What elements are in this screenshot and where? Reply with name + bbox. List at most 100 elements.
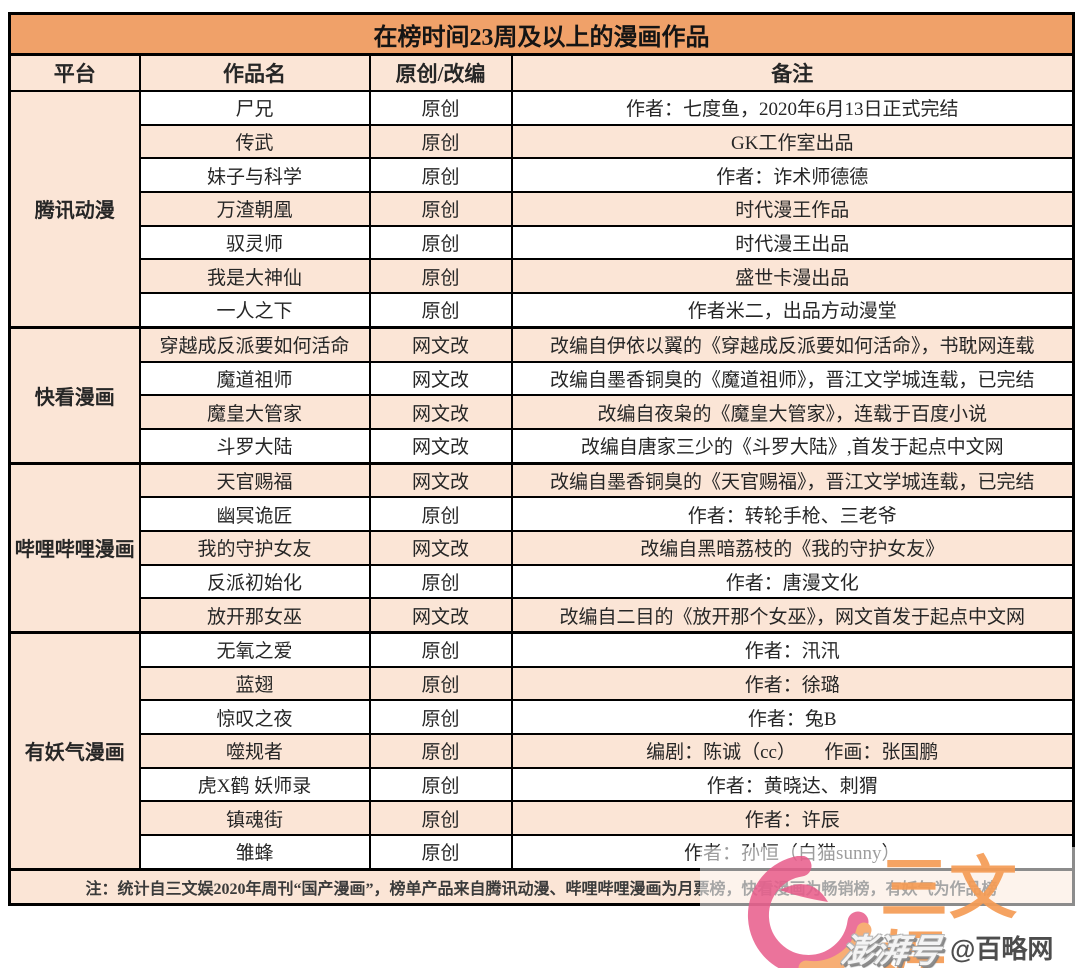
type-cell: 原创 <box>368 224 513 261</box>
table-row: 我的守护女友 网文改 改编自黑暗荔枝的《我的守护女友》 <box>10 529 1075 566</box>
note-cell: 改编自夜枭的《魔皇大管家》，连载于百度小说 <box>510 394 1075 430</box>
work-cell: 反派初始化 <box>138 563 371 600</box>
type-cell: 原创 <box>368 191 513 227</box>
table-row: 一人之下 原创 作者米二，出品方动漫堂 <box>10 292 1075 329</box>
table-row: 妹子与科学 原创 作者：诈术师德德 <box>10 157 1075 194</box>
platform-cell: 哔哩哔哩漫画 <box>8 461 141 634</box>
type-cell: 原创 <box>368 733 513 769</box>
header-row: 平台 作品名 原创/改编 备注 <box>8 53 1075 92</box>
note-cell: 盛世卡漫出品 <box>510 258 1075 295</box>
work-cell: 无氧之爱 <box>138 630 371 668</box>
table-row: 万渣朝凰 原创 时代漫王作品 <box>10 191 1075 227</box>
work-cell: 驭灵师 <box>138 224 371 261</box>
comics-table-wrap: 在榜时间23周及以上的漫画作品 平台 作品名 原创/改编 备注 腾讯动漫 尸兄 原创… <box>8 12 1075 906</box>
note-cell: 改编自墨香铜臭的《天官赐福》，晋江文学城连载，已完结 <box>510 461 1075 499</box>
table-body: 腾讯动漫 尸兄 原创 作者：七度鱼，2020年6月13日正式完结 传武 原创 GK工作室出品… <box>8 89 1075 871</box>
type-cell: 网文改 <box>368 461 513 499</box>
sanwenyu-logo-icon <box>747 856 872 968</box>
table-row: 魔皇大管家 网文改 改编自夜枭的《魔皇大管家》，连载于百度小说 <box>10 394 1075 430</box>
work-cell: 虎X鹤 妖师录 <box>138 766 371 803</box>
table-row: 驭灵师 原创 时代漫王出品 <box>10 224 1075 261</box>
column-header-type: 原创/改编 <box>368 53 513 92</box>
work-cell: 我是大神仙 <box>138 258 371 295</box>
note-cell: 作者：徐璐 <box>510 665 1075 702</box>
note-cell: 编剧：陈诚（cc） 作画：张国鹏 <box>510 733 1075 769</box>
note-cell: 作者：兔B <box>510 699 1075 736</box>
work-cell: 魔皇大管家 <box>138 394 371 430</box>
table-row: 我是大神仙 原创 盛世卡漫出品 <box>10 258 1075 295</box>
table-row: 哔哩哔哩漫画 天官赐福 网文改 改编自墨香铜臭的《天官赐福》，晋江文学城连载，已完结 <box>8 461 1075 634</box>
table-row: 腾讯动漫 尸兄 原创 作者：七度鱼，2020年6月13日正式完结 <box>8 89 1075 329</box>
work-cell: 魔道祖师 <box>138 360 371 397</box>
note-cell: 作者米二，出品方动漫堂 <box>510 292 1075 329</box>
note-cell: 作者：许辰 <box>510 800 1075 837</box>
type-cell: 网文改 <box>368 360 513 397</box>
platform-cell: 快看漫画 <box>8 325 141 465</box>
note-cell: 时代漫王作品 <box>510 191 1075 227</box>
column-header-note: 备注 <box>510 53 1075 92</box>
column-header-platform: 平台 <box>8 53 141 92</box>
table-row: 蓝翅 原创 作者：徐璐 <box>10 665 1075 702</box>
table-row: 传武 原创 GK工作室出品 <box>10 123 1075 160</box>
type-cell: 原创 <box>368 258 513 295</box>
type-cell: 网文改 <box>368 427 513 465</box>
note-cell: 改编自唐家三少的《斗罗大陆》,首发于起点中文网 <box>510 427 1075 465</box>
type-cell: 原创 <box>368 630 513 668</box>
note-cell: 改编自伊依以翼的《穿越成反派要如何活命》，书耽网连载 <box>510 325 1075 363</box>
work-cell: 幽冥诡匠 <box>138 496 371 532</box>
work-cell: 尸兄 <box>138 90 371 126</box>
note-cell: 时代漫王出品 <box>510 224 1075 261</box>
work-cell: 放开那女巫 <box>138 597 371 634</box>
type-cell: 原创 <box>368 800 513 837</box>
table-row: 惊叹之夜 原创 作者：兔B <box>10 699 1075 736</box>
work-cell: 妹子与科学 <box>138 157 371 194</box>
work-cell: 一人之下 <box>138 292 371 329</box>
note-cell: 改编自墨香铜臭的《魔道祖师》，晋江文学城连载，已完结 <box>510 360 1075 397</box>
table-row: 幽冥诡匠 原创 作者：转轮手枪、三老爷 <box>10 496 1075 532</box>
table-row: 快看漫画 穿越成反派要如何活命 网文改 改编自伊依以翼的《穿越成反派要如何活命》，书耽… <box>8 325 1075 465</box>
table-row: 斗罗大陆 网文改 改编自唐家三少的《斗罗大陆》,首发于起点中文网 <box>10 427 1075 465</box>
work-cell: 雏蜂 <box>138 834 371 871</box>
type-cell: 原创 <box>368 496 513 532</box>
work-cell: 镇魂街 <box>138 800 371 837</box>
table-row: 镇魂街 原创 作者：许辰 <box>10 800 1075 837</box>
work-cell: 惊叹之夜 <box>138 699 371 736</box>
type-cell: 原创 <box>368 699 513 736</box>
type-cell: 原创 <box>368 766 513 803</box>
type-cell: 原创 <box>368 123 513 160</box>
type-cell: 网文改 <box>368 325 513 363</box>
type-cell: 原创 <box>368 90 513 126</box>
type-cell: 原创 <box>368 563 513 600</box>
type-cell: 原创 <box>368 157 513 194</box>
note-cell: 作者：黄晓达、刺猬 <box>510 766 1075 803</box>
table-row: 噬规者 原创 编剧：陈诚（cc） 作画：张国鹏 <box>10 733 1075 769</box>
column-header-work: 作品名 <box>138 53 371 92</box>
note-cell: 作者：诈术师德德 <box>510 157 1075 194</box>
table-row: 虎X鹤 妖师录 原创 作者：黄晓达、刺猬 <box>10 766 1075 803</box>
note-cell: 作者：唐漫文化 <box>510 563 1075 600</box>
table-row: 魔道祖师 网文改 改编自墨香铜臭的《魔道祖师》，晋江文学城连载，已完结 <box>10 360 1075 397</box>
table-row: 有妖气漫画 无氧之爱 原创 作者：汛汛 <box>8 630 1075 871</box>
table-row: 放开那女巫 网文改 改编自二目的《放开那个女巫》，网文首发于起点中文网 <box>10 597 1075 634</box>
work-cell: 蓝翅 <box>138 665 371 702</box>
note-cell: 改编自二目的《放开那个女巫》，网文首发于起点中文网 <box>510 597 1075 634</box>
bailuewang-watermark: @百略网 <box>950 934 1054 964</box>
work-cell: 我的守护女友 <box>138 529 371 566</box>
work-cell: 传武 <box>138 123 371 160</box>
type-cell: 网文改 <box>368 394 513 430</box>
work-cell: 天官赐福 <box>138 461 371 499</box>
type-cell: 原创 <box>368 292 513 329</box>
comics-table: 在榜时间23周及以上的漫画作品 平台 作品名 原创/改编 备注 腾讯动漫 尸兄 原创… <box>8 12 1075 906</box>
table-title: 在榜时间23周及以上的漫画作品 <box>8 12 1075 56</box>
table-row: 反派初始化 原创 作者：唐漫文化 <box>10 563 1075 600</box>
note-cell: 改编自黑暗荔枝的《我的守护女友》 <box>510 529 1075 566</box>
platform-cell: 腾讯动漫 <box>8 89 141 329</box>
note-cell: GK工作室出品 <box>510 123 1075 160</box>
note-cell: 作者：转轮手枪、三老爷 <box>510 496 1075 532</box>
type-cell: 原创 <box>368 665 513 702</box>
platform-cell: 有妖气漫画 <box>8 631 141 871</box>
pengpaihao-watermark: 澎湃号 <box>839 932 944 968</box>
work-cell: 噬规者 <box>138 733 371 769</box>
type-cell: 网文改 <box>368 597 513 634</box>
